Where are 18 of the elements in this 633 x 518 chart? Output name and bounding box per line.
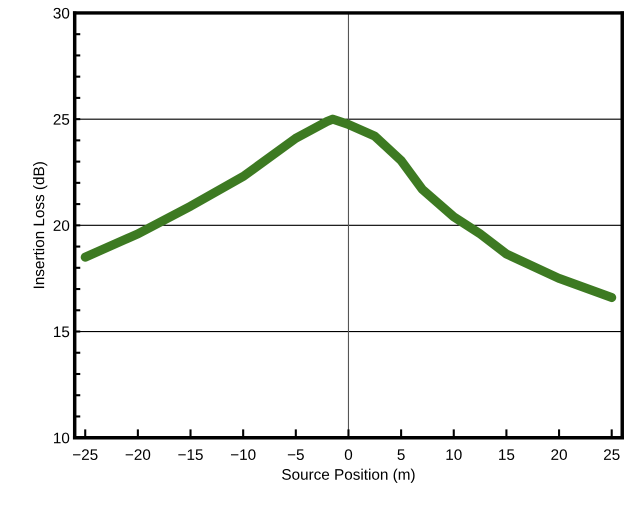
x-tick-label: −25: [73, 449, 98, 460]
y-axis-title: Insertion Loss (dB): [33, 162, 48, 288]
x-axis-title: Source Position (m): [282, 468, 415, 483]
y-tick-label: 10: [54, 432, 70, 444]
y-tick-label: 25: [54, 114, 70, 125]
x-tick-label: 15: [499, 449, 514, 460]
x-tick-label: −10: [230, 449, 256, 460]
y-tick-label: 20: [54, 220, 70, 232]
x-tick-label: 0: [344, 449, 352, 460]
y-tick-label: 30: [53, 8, 70, 19]
x-tick-label: −15: [178, 449, 203, 460]
x-tick-label: −20: [126, 449, 150, 460]
x-tick-label: 5: [397, 449, 405, 460]
x-tick-label: 10: [446, 449, 462, 460]
x-tick-label: 20: [551, 449, 567, 460]
x-tick-label: 25: [604, 449, 620, 460]
x-tick-label: −5: [288, 449, 304, 460]
y-tick-label: 15: [54, 326, 70, 338]
